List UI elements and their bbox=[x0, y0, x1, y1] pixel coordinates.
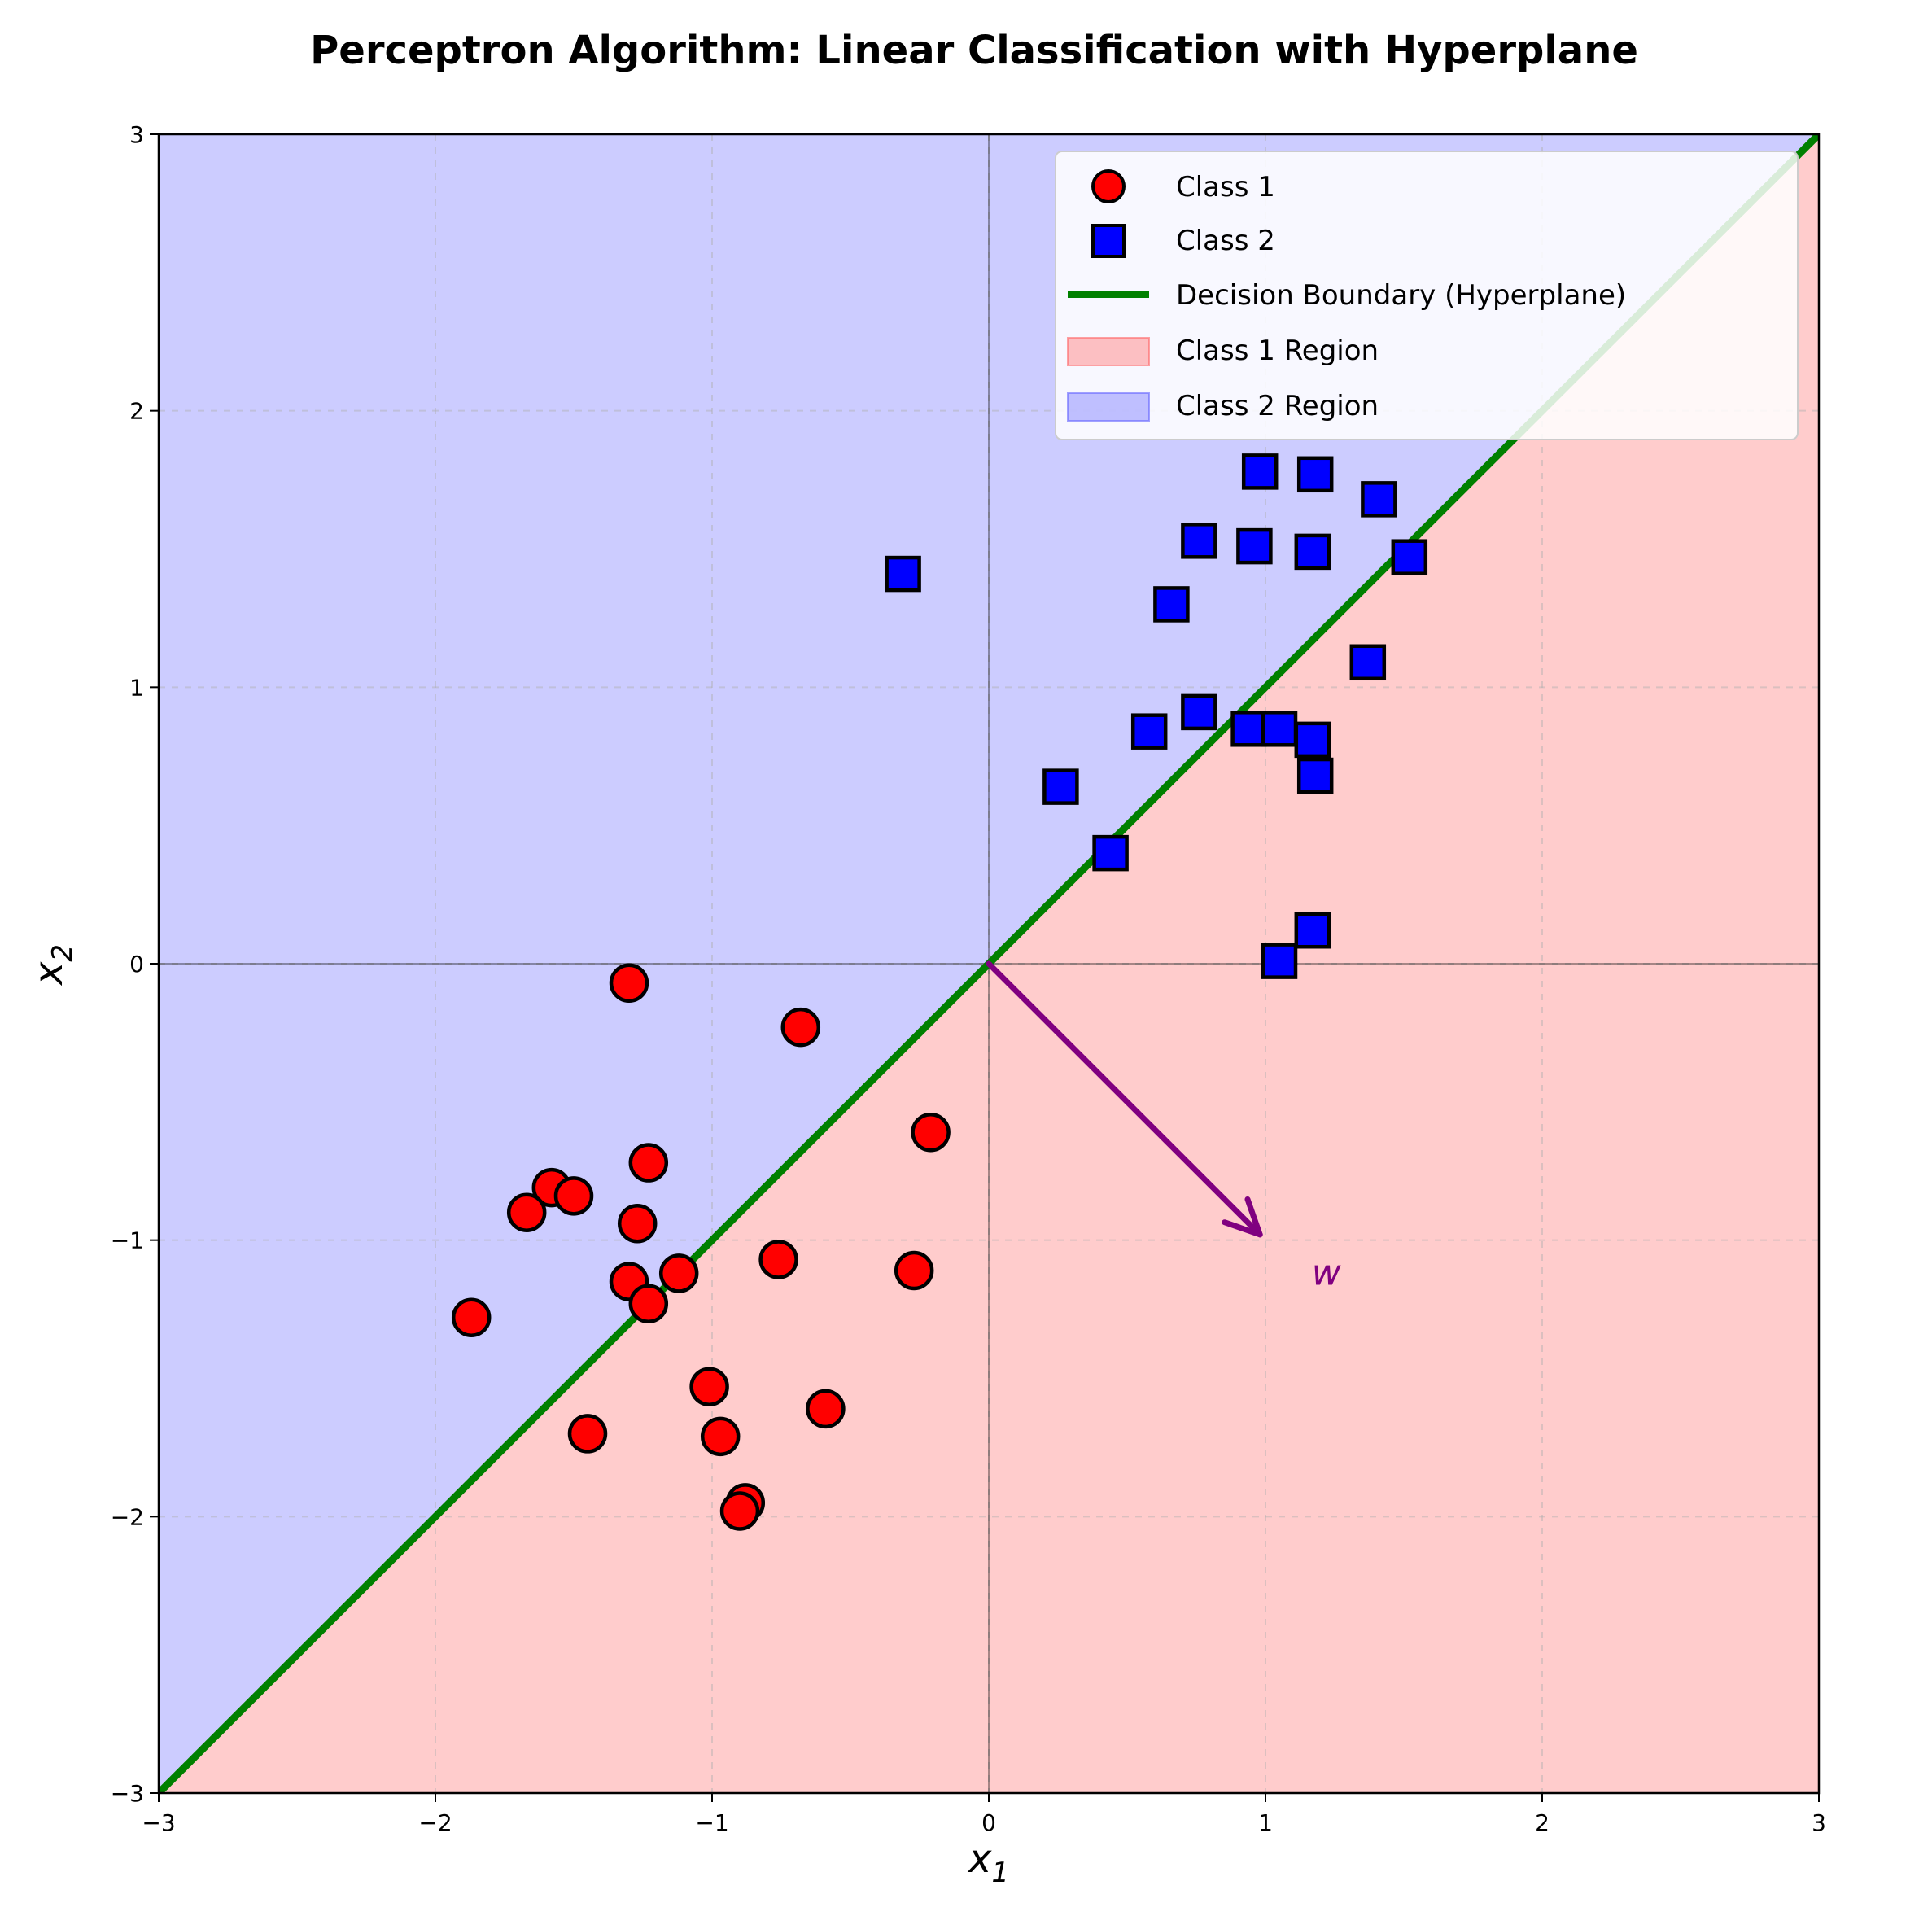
legend-class-1-marker bbox=[1091, 169, 1126, 203]
class-1-point-17 bbox=[806, 1389, 846, 1429]
class-2-point-10 bbox=[1181, 693, 1217, 731]
x-axis-ticks: −3 −2 −1 0 1 2 3 bbox=[142, 1793, 1826, 1836]
class-2-point-14 bbox=[1294, 721, 1331, 759]
class-2-point-19 bbox=[1261, 943, 1298, 979]
class-2-point-18 bbox=[1294, 912, 1331, 949]
class-1-point-10 bbox=[758, 1240, 798, 1279]
class-2-point-15 bbox=[1296, 757, 1334, 794]
class-2-point-3 bbox=[1361, 481, 1397, 518]
legend-class-1-region-label: Class 1 Region bbox=[1176, 335, 1379, 367]
y-tick-label-3: 0 bbox=[129, 951, 144, 978]
class-2-point-11 bbox=[1130, 713, 1168, 750]
x-tick-label-3: 0 bbox=[981, 1809, 996, 1836]
class-1-point-16 bbox=[567, 1414, 608, 1454]
class-1-point-6 bbox=[506, 1192, 547, 1232]
y-tick-label-5: 2 bbox=[129, 398, 144, 425]
class-1-point-11 bbox=[894, 1250, 934, 1291]
class-1-point-7 bbox=[617, 1204, 658, 1244]
class-2-points bbox=[885, 453, 1428, 979]
class-1-point-3 bbox=[628, 1143, 669, 1183]
x-tick-label-1: −2 bbox=[418, 1809, 452, 1836]
class-1-point-14 bbox=[689, 1367, 729, 1406]
class-2-point-2 bbox=[1296, 456, 1334, 493]
legend-class-1-region-patch bbox=[1067, 337, 1150, 366]
class-2-point-4 bbox=[1181, 523, 1217, 559]
class-2-point-9 bbox=[1349, 644, 1387, 681]
x-axis-label-subscript: 1 bbox=[991, 1857, 1009, 1889]
class-2-point-5 bbox=[1236, 527, 1273, 565]
class-1-point-0 bbox=[609, 963, 649, 1004]
weight-vector bbox=[986, 960, 1263, 1238]
class-2-point-0 bbox=[885, 555, 921, 593]
x-tick-label-5: 2 bbox=[1535, 1809, 1550, 1836]
legend: Class 1 Class 2 Decision Boundary (Hyper… bbox=[1055, 151, 1799, 440]
class-1-point-9 bbox=[658, 1253, 699, 1293]
class-1-point-5 bbox=[553, 1176, 594, 1216]
y-tick-label-4: 1 bbox=[129, 674, 144, 701]
class-2-point-6 bbox=[1294, 533, 1331, 571]
x-tick-label-2: −1 bbox=[695, 1809, 728, 1836]
x-tick-label-6: 3 bbox=[1812, 1809, 1826, 1836]
y-axis-ticks: −3 −2 −1 0 1 2 3 bbox=[111, 121, 159, 1807]
y-tick-label-0: −3 bbox=[111, 1780, 144, 1807]
class-1-point-13 bbox=[451, 1297, 492, 1338]
class-1-point-2 bbox=[911, 1112, 951, 1153]
x-axis-label: x1 bbox=[967, 1836, 1009, 1889]
x-tick-label-4: 1 bbox=[1258, 1809, 1273, 1836]
weight-vector-arrowhead bbox=[1222, 1196, 1263, 1238]
class-1-point-15 bbox=[700, 1416, 741, 1457]
class-2-point-13 bbox=[1261, 711, 1298, 747]
legend-box bbox=[1055, 151, 1799, 440]
legend-boundary-label: Decision Boundary (Hyperplane) bbox=[1176, 279, 1626, 312]
plot-area bbox=[159, 134, 1819, 1793]
class-2-point-8 bbox=[1153, 586, 1190, 623]
y-tick-label-2: −1 bbox=[111, 1227, 144, 1254]
class-2-point-7 bbox=[1391, 539, 1428, 575]
y-tick-label-1: −2 bbox=[111, 1503, 144, 1530]
chart-title: Perceptron Algorithm: Linear Classificat… bbox=[310, 28, 1638, 73]
class-2-point-1 bbox=[1241, 453, 1279, 490]
class-2-point-16 bbox=[1042, 768, 1079, 805]
legend-class-2-region-patch bbox=[1067, 392, 1150, 422]
class-2-point-12 bbox=[1230, 711, 1267, 747]
y-axis-label-subscript: 2 bbox=[46, 944, 79, 962]
class-1-points bbox=[451, 963, 951, 1531]
legend-class-2-marker bbox=[1091, 224, 1126, 258]
class-1-point-12 bbox=[628, 1284, 669, 1324]
legend-class-1-label: Class 1 bbox=[1176, 171, 1275, 203]
weight-vector-shaft bbox=[986, 960, 1263, 1238]
legend-class-2-region-label: Class 2 Region bbox=[1176, 390, 1379, 422]
y-axis-label: x2 bbox=[26, 944, 79, 986]
y-tick-label-6: 3 bbox=[129, 121, 144, 148]
legend-class-2-label: Class 2 bbox=[1176, 225, 1275, 257]
class-2-point-17 bbox=[1092, 834, 1129, 872]
x-tick-label-0: −3 bbox=[142, 1809, 175, 1836]
weight-vector-label: w bbox=[1312, 1252, 1342, 1293]
class-1-point-1 bbox=[780, 1007, 821, 1048]
class-1-point-19 bbox=[719, 1491, 760, 1531]
